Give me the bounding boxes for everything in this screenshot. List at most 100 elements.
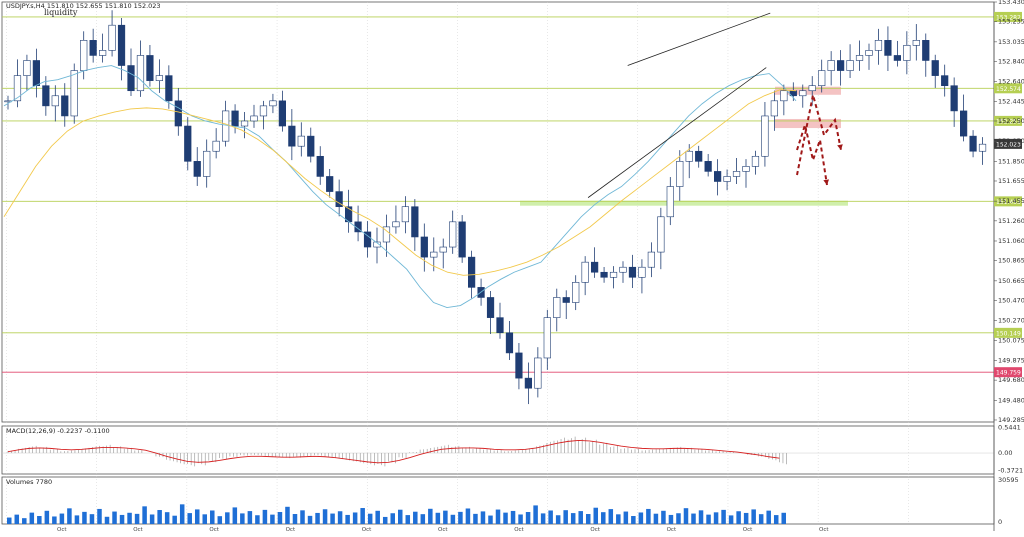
volume-bar	[255, 515, 260, 524]
price-tick-label: 150.665	[998, 277, 1024, 285]
volume-bar	[638, 512, 644, 524]
volume-bar	[277, 512, 283, 524]
candle	[70, 70, 78, 117]
candle	[326, 176, 334, 192]
volume-bar	[375, 510, 380, 524]
candle	[619, 266, 627, 273]
volume-bar	[435, 512, 441, 524]
candle	[846, 60, 854, 71]
volume-bar	[210, 510, 215, 524]
candle	[931, 60, 939, 76]
price-tick-label: 151.455	[998, 197, 1024, 205]
candle	[203, 150, 211, 177]
volume-bar	[616, 514, 621, 524]
candle	[751, 155, 760, 167]
price-tick-label: 149.875	[998, 356, 1024, 364]
candle	[818, 70, 826, 86]
candle	[259, 105, 268, 117]
volume-bar	[495, 509, 501, 524]
candle	[865, 50, 873, 56]
price-zone	[775, 86, 841, 95]
candle	[978, 143, 987, 152]
price-tick-label: 152.050	[998, 137, 1024, 145]
volume-bar	[270, 514, 275, 524]
candle	[354, 221, 362, 233]
candle	[553, 297, 561, 318]
x-axis-label: Oct	[438, 527, 448, 533]
candle	[903, 45, 911, 61]
candle	[808, 85, 816, 92]
volume-bar	[503, 512, 508, 524]
level-label: 153.282	[996, 14, 1021, 21]
volume-bar	[247, 511, 253, 524]
candle	[250, 115, 258, 122]
volume-bar	[104, 516, 110, 524]
candle	[893, 55, 901, 61]
candle	[505, 332, 514, 354]
volume-bar	[691, 513, 696, 524]
volume-bar	[578, 511, 583, 524]
price-tick-label: 149.480	[998, 396, 1024, 404]
volume-bar	[44, 510, 50, 524]
volume-tick-label: 0	[998, 518, 1002, 526]
volume-bar	[631, 516, 636, 524]
candle	[874, 40, 883, 51]
volume-tick-label: 30595	[998, 476, 1019, 484]
candle	[51, 95, 59, 107]
volume-bar	[337, 511, 343, 524]
price-panel	[1, 1, 995, 525]
volume-bar	[646, 508, 651, 524]
candle	[363, 231, 372, 248]
level-label: 150.149	[996, 330, 1021, 337]
x-axis-label: Oct	[514, 527, 524, 533]
volume-bar	[706, 514, 711, 524]
candle	[572, 282, 580, 303]
volume-bar	[443, 510, 448, 524]
candle	[32, 60, 40, 86]
candle	[562, 297, 570, 303]
price-tick-label: 150.270	[998, 317, 1024, 325]
level-label: 152.251	[996, 118, 1021, 125]
x-axis-label: Oct	[133, 527, 143, 533]
volume-bar	[149, 514, 155, 524]
volume-bar	[601, 512, 606, 524]
volume-bar	[307, 515, 313, 524]
price-zone	[520, 200, 848, 206]
ema-slow-line	[3, 89, 797, 276]
candle	[960, 110, 968, 137]
volume-bar	[37, 516, 42, 524]
x-axis-label: Oct	[57, 527, 67, 533]
x-axis-label: Oct	[590, 527, 600, 533]
current-price-bg	[994, 138, 1022, 149]
projection-arrowhead	[837, 144, 843, 150]
projection-path	[796, 94, 842, 176]
volume-bar	[52, 516, 57, 524]
candle	[42, 85, 50, 107]
volume-bar	[225, 512, 230, 524]
candle	[941, 75, 949, 86]
current-price-label: 152.023	[996, 141, 1021, 148]
candle	[912, 40, 920, 46]
price-tick-label: 151.655	[998, 177, 1024, 185]
candle	[231, 110, 239, 127]
volume-bar	[330, 513, 335, 524]
volume-bar	[518, 514, 523, 524]
level-label: 149.759	[996, 370, 1021, 377]
candle	[837, 60, 845, 71]
candle	[373, 241, 381, 248]
candle	[600, 271, 608, 278]
candle	[212, 140, 220, 152]
ema-fast-line	[3, 65, 797, 309]
price-tick-label: 150.865	[998, 257, 1024, 265]
volume-bar	[360, 508, 365, 524]
candle	[307, 135, 315, 157]
volume-bar	[59, 513, 65, 524]
volume-bar	[82, 511, 87, 524]
volume-bar	[14, 514, 20, 524]
candle	[99, 50, 107, 56]
volume-bar	[179, 504, 185, 524]
volume-bar	[240, 513, 245, 524]
candle	[581, 261, 589, 283]
volume-bar	[525, 512, 531, 524]
candle	[184, 125, 192, 162]
